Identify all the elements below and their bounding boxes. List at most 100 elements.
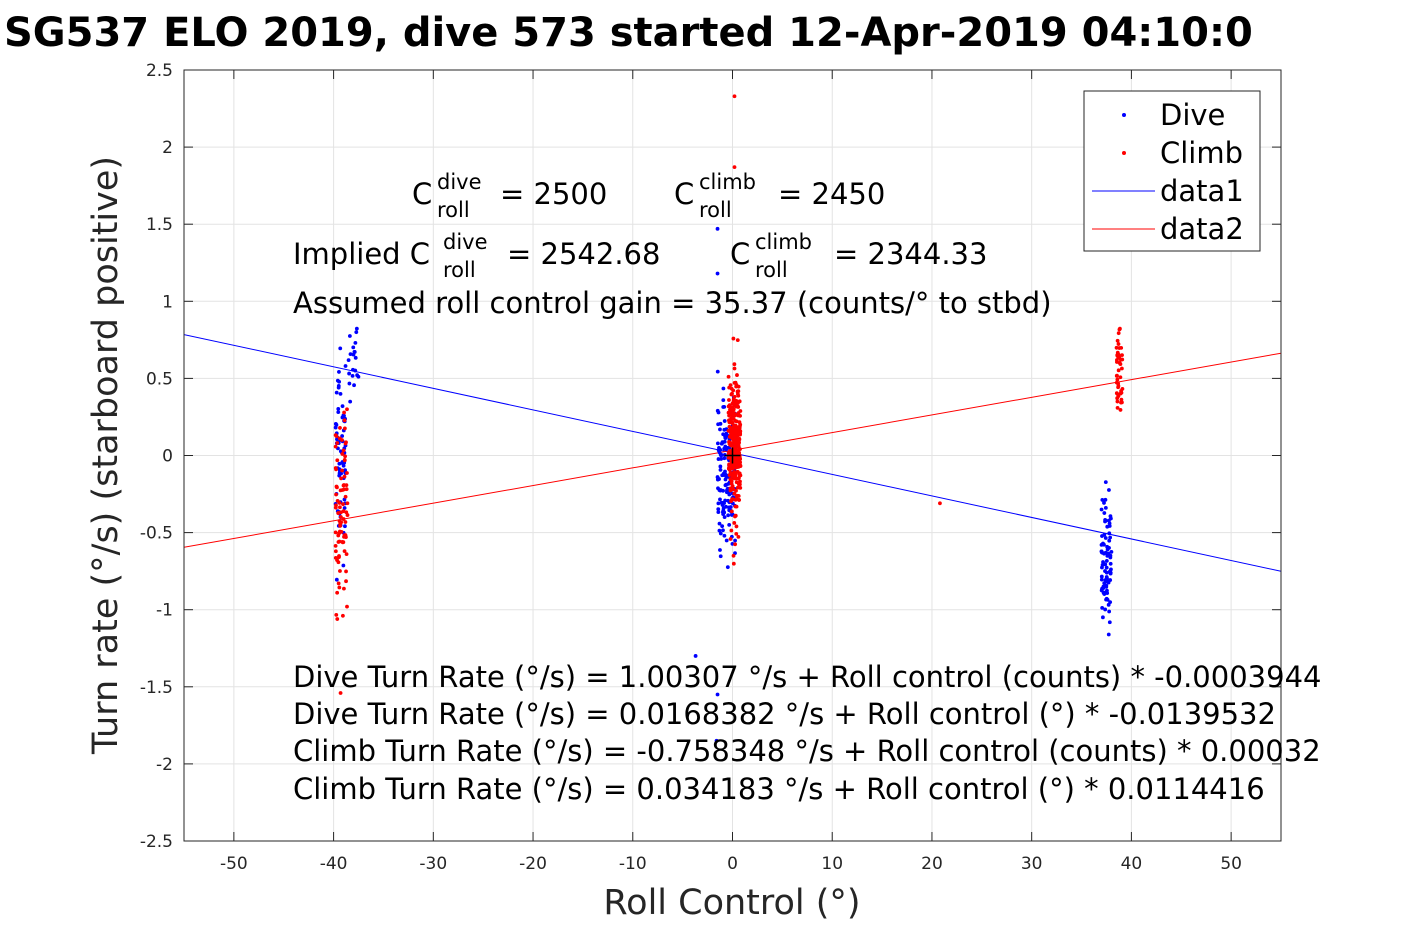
point-climb [334,492,338,497]
point-climb [339,520,344,525]
point-dive [341,563,346,568]
y-tick-label: -2 [156,755,173,775]
point-dive [718,467,723,472]
point-climb [1116,342,1121,346]
point-dive [722,515,727,520]
point-dive [717,521,722,526]
point-dive [1101,541,1105,546]
point-climb [341,448,346,453]
point-climb [339,529,344,534]
point-climb [731,553,736,558]
point-dive [721,500,726,505]
point-climb [1115,373,1119,378]
point-dive [1109,549,1114,554]
point-dive [1108,578,1113,582]
point-climb [341,483,346,488]
point-dive [1103,569,1107,573]
point-dive [1103,519,1107,524]
point-climb [738,479,742,484]
point-dive [726,481,731,486]
y-tick-label: 2 [162,138,173,158]
point-climb [341,517,346,521]
point-dive [718,497,722,502]
point-climb [733,513,738,518]
point-climb [735,400,740,405]
point-climb [337,555,341,560]
point-climb [726,428,731,433]
point-climb [728,407,732,412]
point-dive [724,490,729,495]
point-dive [340,434,345,438]
point-dive [718,548,722,552]
point-dive [1105,588,1109,593]
point-dive [723,477,728,482]
c-climb-value: = 2450 [778,177,885,211]
point-dive [340,404,345,409]
point-dive [715,271,720,276]
point-dive [1100,605,1105,610]
point-climb [335,617,340,621]
point-climb [1115,399,1120,404]
point-climb [729,499,733,503]
point-climb [343,494,348,499]
x-tick-label: 0 [727,854,738,874]
x-tick-label: 30 [1021,854,1043,874]
point-dive [722,510,727,515]
equation-climb-counts: Climb Turn Rate (°/s) = -0.758348 °/s + … [293,734,1321,768]
point-climb [334,467,338,472]
point-dive [726,513,731,518]
point-dive [1104,558,1109,563]
point-climb [726,451,731,456]
point-dive [716,410,721,415]
point-dive [1102,511,1107,515]
point-climb [729,392,734,397]
point-climb [732,456,737,461]
center-marker [724,447,741,464]
x-tick-label: -20 [519,854,547,874]
point-dive [1108,600,1113,605]
point-climb [728,471,733,475]
implied-climb-value: = 2344.33 [834,237,987,271]
implied-climb-label: C [730,237,750,271]
point-climb [343,454,348,459]
point-climb [731,561,736,566]
point-climb [733,465,738,470]
point-climb [1115,353,1120,358]
point-climb [1119,366,1124,371]
point-dive [343,524,347,529]
y-tick-label: -1 [156,601,173,621]
point-dive [353,340,358,345]
y-tick-label: 2.5 [146,61,173,81]
point-climb [1120,353,1124,358]
point-climb [335,485,339,490]
c-dive-sub: roll [437,198,470,222]
point-dive [338,391,343,396]
point-dive [347,381,352,386]
x-axis-ticks: -50 -40 -30 -20 -10 0 10 20 30 40 50 [220,70,1242,874]
point-dive [717,528,722,533]
point-climb [738,482,742,487]
point-climb [1115,377,1120,382]
equation-climb-degrees: Climb Turn Rate (°/s) = 0.034183 °/s + R… [293,772,1265,806]
point-dive [724,538,729,543]
y-tick-label: 0 [162,447,173,467]
point-dive [354,326,359,331]
point-climb [734,488,738,493]
implied-climb-sub: roll [755,258,788,282]
point-climb [735,338,740,343]
point-climb [1118,408,1123,412]
y-tick-label: -0.5 [140,524,173,544]
point-dive [716,422,721,427]
point-climb [728,488,733,493]
point-climb [737,461,742,466]
point-dive [336,410,341,415]
point-climb [732,441,737,446]
point-climb [343,520,348,524]
y-tick-label: -2.5 [140,832,173,852]
point-climb [732,460,737,465]
legend-climb-label: Climb [1160,136,1243,170]
point-climb [728,537,733,541]
point-dive [1105,579,1110,584]
x-tick-label: -30 [419,854,447,874]
